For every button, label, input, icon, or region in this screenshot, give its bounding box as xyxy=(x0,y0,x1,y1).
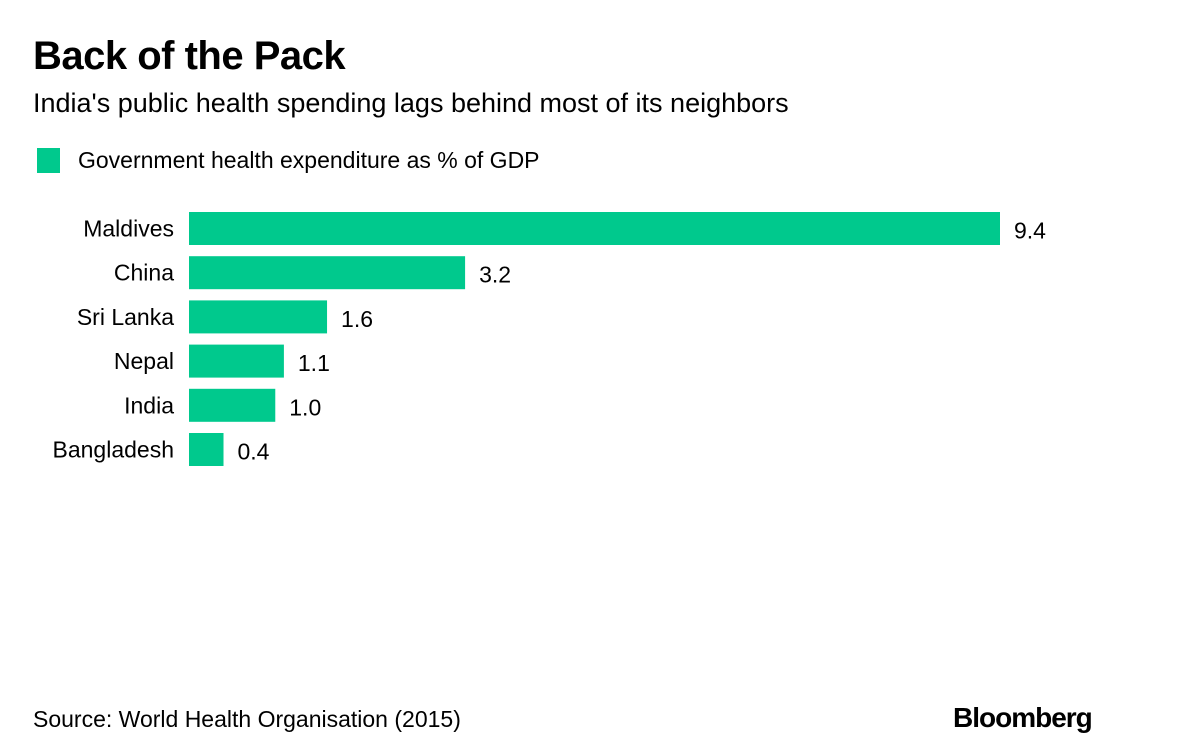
legend: Government health expenditure as % of GD… xyxy=(37,147,540,174)
chart-subtitle: India's public health spending lags behi… xyxy=(33,88,789,118)
value-label: 1.1 xyxy=(298,350,330,376)
category-label: China xyxy=(114,260,174,286)
source-note: Source: World Health Organisation (2015) xyxy=(33,706,461,732)
category-label: India xyxy=(124,392,174,418)
value-label: 1.6 xyxy=(341,306,373,332)
value-label: 9.4 xyxy=(1014,218,1046,244)
bar-china xyxy=(189,256,466,290)
category-label: Nepal xyxy=(114,348,174,374)
legend-label: Government health expenditure as % of GD… xyxy=(78,147,540,173)
bloomberg-logo: Bloomberg xyxy=(953,702,1093,733)
bar-maldives xyxy=(189,212,1000,245)
bar-bangladesh xyxy=(189,433,224,466)
bar-nepal xyxy=(189,344,284,378)
chart-title: Back of the Pack xyxy=(33,34,346,78)
value-label: 0.4 xyxy=(238,439,270,465)
legend-swatch xyxy=(37,148,60,173)
category-label: Maldives xyxy=(83,216,174,242)
bar-chart: Maldives 9.4 China 3.2 Sri Lanka 1.6 Nepal 1.1 I… xyxy=(53,212,1046,466)
value-label: 3.2 xyxy=(479,262,511,288)
value-label: 1.0 xyxy=(289,394,321,420)
category-label: Sri Lanka xyxy=(77,304,174,330)
bar-india xyxy=(189,388,276,422)
bar-sri-lanka xyxy=(189,300,328,334)
category-label: Bangladesh xyxy=(53,437,175,463)
